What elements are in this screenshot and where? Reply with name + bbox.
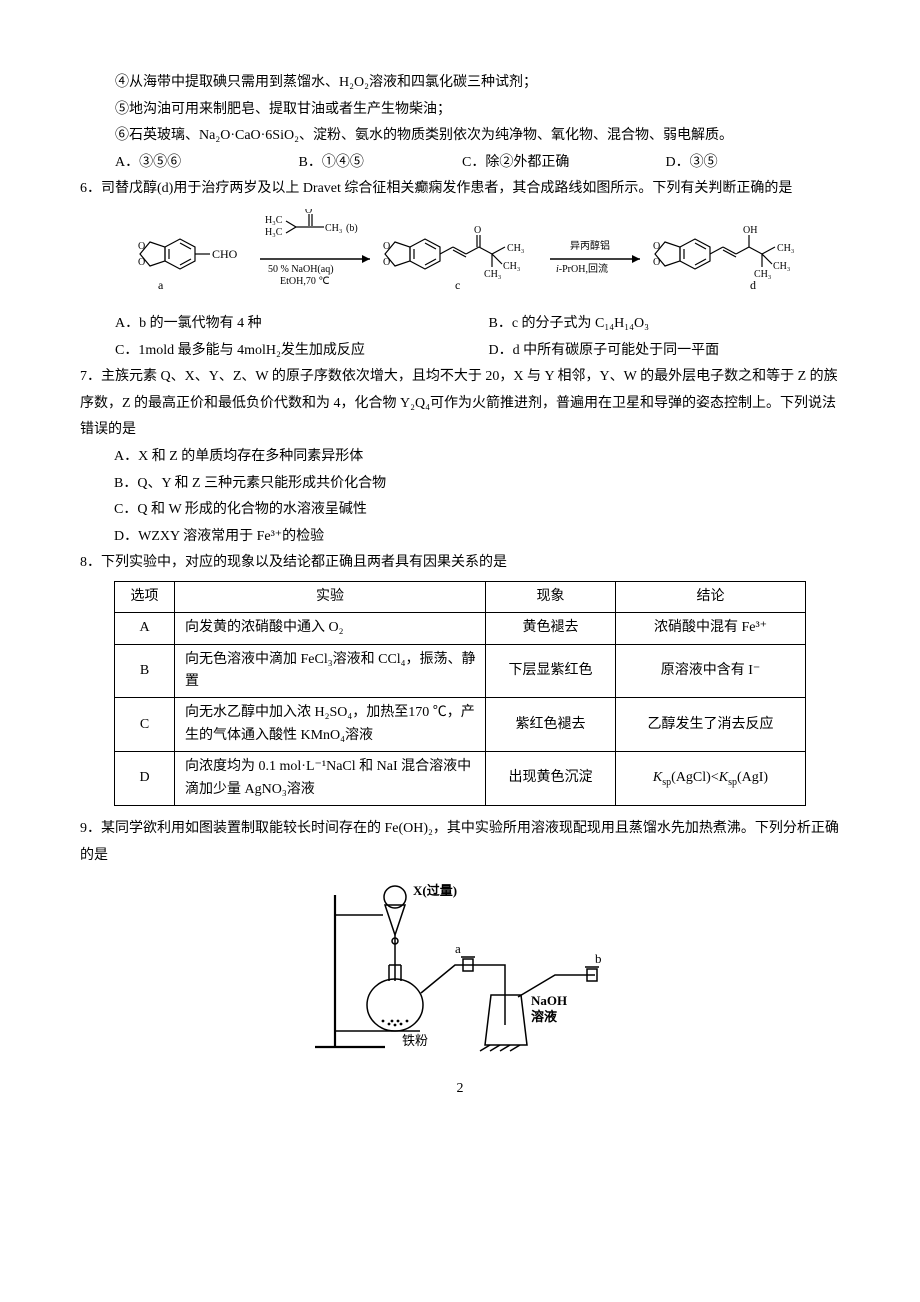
svg-text:CH₃: CH₃ [777,243,794,254]
svg-text:(b): (b) [346,223,358,234]
q7-opt-b: B．Q、Y 和 Z 三种元素只能形成共价化合物 [80,471,840,498]
q6-opt-b: B．c 的分子式为 C₁₄H₁₄O₃ [489,311,650,338]
q6-opt-a: A．b 的一氯代物有 4 种 [115,311,485,338]
q7-stem: 7．主族元素 Q、X、Y、Z、W 的原子序数依次增大，且均不大于 20，X 与 … [80,364,840,444]
svg-text:c: c [455,278,460,292]
svg-text:CHO: CHO [212,247,238,261]
svg-text:铁粉: 铁粉 [402,1033,428,1048]
svg-text:O: O [383,257,390,268]
table-row: A向发黄的浓硝酸中通入 O₂黄色褪去浓硝酸中混有 Fe³⁺ [115,613,806,644]
q7-opt-c: C．Q 和 W 形成的化合物的水溶液呈碱性 [80,497,840,524]
col-phen: 现象 [486,581,616,612]
cell-exp: 向浓度均为 0.1 mol·L⁻¹NaCl 和 NaI 混合溶液中滴加少量 Ag… [175,752,486,806]
q5-stem-line6: ⑥石英玻璃、Na₂O·CaO·6SiO₂、淀粉、氨水的物质类别依次为纯净物、氧化… [80,123,840,150]
svg-text:CH₃: CH₃ [754,269,771,280]
svg-text:H₃C: H₃C [265,227,283,238]
q6-options-row1: A．b 的一氯代物有 4 种 B．c 的分子式为 C₁₄H₁₄O₃ [80,311,840,338]
q9-figure: .ln{stroke:#000;stroke-width:1.5;fill:no… [80,869,840,1066]
svg-text:a: a [158,278,164,292]
svg-text:d: d [750,278,756,292]
svg-text:O: O [474,225,481,236]
q5-options: A．③⑤⑥ B．①④⑤ C．除②外都正确 D．③⑤ [80,150,840,177]
q8-table: 选项 实验 现象 结论 A向发黄的浓硝酸中通入 O₂黄色褪去浓硝酸中混有 Fe³… [114,581,806,806]
q5-opt-b: B．①④⑤ [299,150,459,177]
cell-opt: C [115,698,175,752]
q5-opt-d: D．③⑤ [666,150,786,177]
cell-phen: 下层显紫红色 [486,644,616,698]
cell-conc: 浓硝酸中混有 Fe³⁺ [616,613,806,644]
svg-text:CH₃: CH₃ [773,261,790,272]
apparatus-svg: .ln{stroke:#000;stroke-width:1.5;fill:no… [295,875,625,1055]
cell-opt: A [115,613,175,644]
svg-text:O: O [138,241,145,252]
q9-stem: 9．某同学欲利用如图装置制取能较长时间存在的 Fe(OH)₂，其中实验所用溶液现… [80,816,840,869]
svg-text:H₃C: H₃C [265,215,283,226]
svg-text:CH₃: CH₃ [484,269,501,280]
cell-conc: Ksp(AgCl)<Ksp(AgI) [616,752,806,806]
cell-opt: D [115,752,175,806]
svg-text:X(过量): X(过量) [413,883,457,898]
cell-exp: 向发黄的浓硝酸中通入 O₂ [175,613,486,644]
svg-text:O: O [138,257,145,268]
q8-stem: 8．下列实验中，对应的现象以及结论都正确且两者具有因果关系的是 [80,550,840,577]
reaction-scheme-svg: .t{font:12px "Times New Roman",serif;} .… [130,209,850,305]
cell-conc: 原溶液中含有 I⁻ [616,644,806,698]
svg-text:b: b [595,951,602,966]
q7-opt-d: D．WZXY 溶液常用于 Fe³⁺的检验 [80,524,840,551]
svg-text:CH₃: CH₃ [325,223,342,234]
q7-opt-a: A．X 和 Z 的单质均存在多种同素异形体 [80,444,840,471]
cell-exp: 向无水乙醇中加入浓 H₂SO₄，加热至170 ℃，产生的气体通入酸性 KMnO₄… [175,698,486,752]
col-opt: 选项 [115,581,175,612]
q6-opt-d: D．d 中所有碳原子可能处于同一平面 [489,338,720,365]
svg-text:50 % NaOH(aq): 50 % NaOH(aq) [268,264,334,275]
cell-opt: B [115,644,175,698]
svg-text:NaOH: NaOH [531,993,567,1008]
svg-text:溶液: 溶液 [531,1009,557,1024]
svg-text:EtOH,70 ℃: EtOH,70 ℃ [280,276,330,287]
q5-stem-line4: ④从海带中提取碘只需用到蒸馏水、H₂O₂溶液和四氯化碳三种试剂； [80,70,840,97]
q6-chem-scheme: .t{font:12px "Times New Roman",serif;} .… [80,203,840,311]
cell-conc: 乙醇发生了消去反应 [616,698,806,752]
table-row: D向浓度均为 0.1 mol·L⁻¹NaCl 和 NaI 混合溶液中滴加少量 A… [115,752,806,806]
svg-text:a: a [455,941,461,956]
page-number: 2 [80,1066,840,1103]
svg-text:i-PrOH,回流: i-PrOH,回流 [556,262,608,275]
cell-phen: 黄色褪去 [486,613,616,644]
svg-text:O: O [653,257,660,268]
svg-text:O: O [383,241,390,252]
svg-text:OH: OH [743,225,757,236]
table-row: C向无水乙醇中加入浓 H₂SO₄，加热至170 ℃，产生的气体通入酸性 KMnO… [115,698,806,752]
svg-text:O: O [305,209,312,216]
q6-options-row2: C．1mold 最多能与 4molH₂发生加成反应 D．d 中所有碳原子可能处于… [80,338,840,365]
q5-opt-c: C．除②外都正确 [462,150,662,177]
svg-text:O: O [653,241,660,252]
q6-stem: 6．司替戊醇(d)用于治疗两岁及以上 Dravet 综合征相关癫痫发作患者，其合… [80,176,840,203]
cell-phen: 出现黄色沉淀 [486,752,616,806]
col-conc: 结论 [616,581,806,612]
col-exp: 实验 [175,581,486,612]
cell-phen: 紫红色褪去 [486,698,616,752]
svg-text:CH₃: CH₃ [507,243,524,254]
table-row: B向无色溶液中滴加 FeCl₃溶液和 CCl₄，振荡、静置下层显紫红色原溶液中含… [115,644,806,698]
table-header-row: 选项 实验 现象 结论 [115,581,806,612]
svg-text:异丙醇铝: 异丙醇铝 [570,239,610,252]
q5-stem-line5: ⑤地沟油可用来制肥皂、提取甘油或者生产生物柴油； [80,97,840,124]
cell-exp: 向无色溶液中滴加 FeCl₃溶液和 CCl₄，振荡、静置 [175,644,486,698]
q6-opt-c: C．1mold 最多能与 4molH₂发生加成反应 [115,338,485,365]
q5-opt-a: A．③⑤⑥ [115,150,295,177]
svg-text:CH₃: CH₃ [503,261,520,272]
